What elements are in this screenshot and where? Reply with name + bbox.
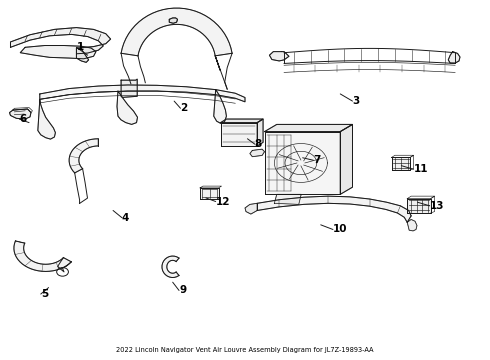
Polygon shape: [9, 109, 31, 119]
Text: 4: 4: [122, 213, 129, 222]
Polygon shape: [214, 90, 226, 123]
Text: 2022 Lincoln Navigator Vent Air Louvre Assembly Diagram for JL7Z-19893-AA: 2022 Lincoln Navigator Vent Air Louvre A…: [116, 347, 374, 353]
Polygon shape: [220, 123, 257, 146]
Polygon shape: [392, 157, 410, 170]
Polygon shape: [340, 125, 352, 194]
Polygon shape: [169, 18, 177, 23]
Polygon shape: [245, 203, 257, 214]
Polygon shape: [10, 28, 111, 54]
Text: 10: 10: [333, 225, 347, 234]
Text: 7: 7: [314, 155, 321, 165]
Text: 12: 12: [216, 197, 230, 207]
Polygon shape: [265, 125, 352, 132]
Polygon shape: [200, 188, 219, 199]
Polygon shape: [121, 79, 137, 98]
Polygon shape: [448, 51, 460, 63]
Text: 9: 9: [179, 285, 186, 296]
Polygon shape: [407, 199, 431, 213]
Polygon shape: [274, 194, 301, 204]
Polygon shape: [76, 48, 89, 62]
Text: 11: 11: [414, 164, 428, 174]
Polygon shape: [117, 91, 138, 125]
Text: 8: 8: [255, 139, 262, 149]
Polygon shape: [162, 256, 179, 278]
Polygon shape: [40, 85, 245, 102]
Polygon shape: [69, 139, 98, 173]
Text: 2: 2: [180, 103, 188, 113]
Text: 5: 5: [41, 289, 48, 299]
Polygon shape: [20, 45, 96, 59]
Text: 1: 1: [76, 42, 84, 52]
Polygon shape: [265, 132, 340, 194]
Polygon shape: [38, 100, 55, 139]
Polygon shape: [14, 241, 72, 271]
Text: 13: 13: [430, 201, 444, 211]
Polygon shape: [270, 51, 289, 61]
Polygon shape: [250, 149, 265, 157]
Text: 6: 6: [19, 114, 26, 124]
Polygon shape: [121, 8, 232, 56]
Text: 3: 3: [352, 96, 360, 106]
Polygon shape: [257, 196, 411, 222]
Polygon shape: [220, 119, 263, 123]
Polygon shape: [407, 220, 417, 231]
Polygon shape: [257, 119, 263, 146]
